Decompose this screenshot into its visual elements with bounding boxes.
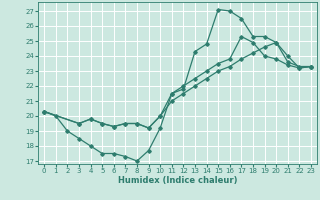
X-axis label: Humidex (Indice chaleur): Humidex (Indice chaleur) (118, 176, 237, 185)
